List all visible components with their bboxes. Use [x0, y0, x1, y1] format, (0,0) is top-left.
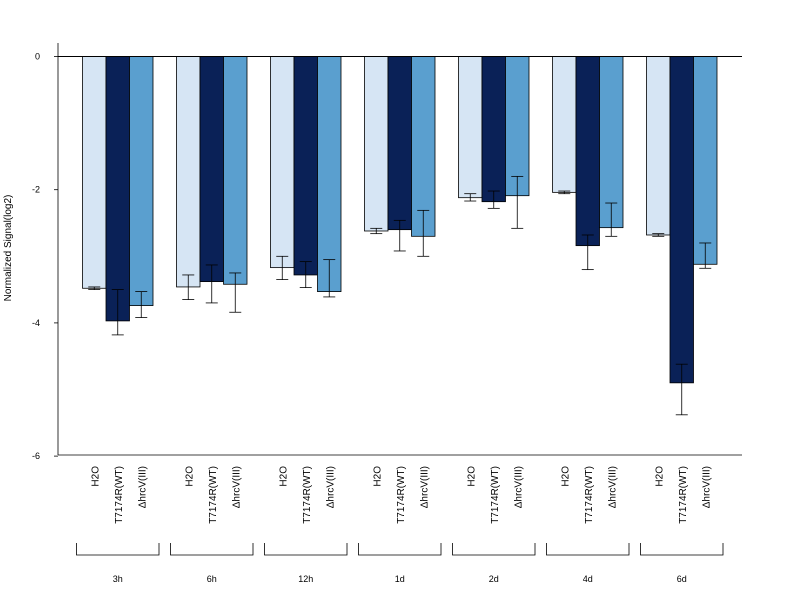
group-label-4d: 4d [583, 574, 593, 584]
category-label: ΔhrcV(III) [419, 466, 430, 508]
group-bracket-2d [452, 543, 536, 556]
error-bars [88, 175, 712, 416]
bar-6h-2 [223, 56, 248, 285]
category-labels: H2O T7174R(WT) ΔhrcV(III) H2O T7174R(WT) Δhrc… [90, 466, 712, 524]
bar-4d-2 [599, 56, 624, 229]
group-label-6d: 6d [677, 574, 687, 584]
bar-12h-0 [270, 56, 295, 269]
category-label: T7174R(WT) [490, 466, 501, 524]
y-axis-label: Normalized Signal(log2) [3, 195, 14, 302]
category-label: H2O [654, 466, 665, 487]
category-label: T7174R(WT) [302, 466, 313, 524]
bar-1d-1 [387, 56, 412, 231]
bar-3h-0 [82, 56, 107, 289]
category-label: ΔhrcV(III) [137, 466, 148, 508]
group-bracket-6d [640, 543, 724, 556]
y-tick-label: -2 [32, 185, 40, 195]
bar-1d-2 [411, 56, 436, 237]
category-label: H2O [560, 466, 571, 487]
bar-2d-0 [458, 56, 483, 199]
bar-3h-1 [105, 56, 130, 322]
category-label: T7174R(WT) [114, 466, 125, 524]
group-label-6h: 6h [207, 574, 217, 584]
group-brackets: 3h 6h 12h 1d 2d 4d 6d [76, 543, 724, 584]
group-label-3h: 3h [113, 574, 123, 584]
group-label-2d: 2d [489, 574, 499, 584]
group-bracket-1d [358, 543, 442, 556]
category-label: ΔhrcV(III) [513, 466, 524, 508]
y-tick-label: 0 [35, 52, 40, 62]
category-label: ΔhrcV(III) [701, 466, 712, 508]
bar-12h-1 [293, 56, 318, 276]
category-label: T7174R(WT) [208, 466, 219, 524]
bar-1d-0 [364, 56, 389, 232]
group-label-1d: 1d [395, 574, 405, 584]
bar-4d-0 [552, 56, 577, 193]
group-label-12h: 12h [298, 574, 313, 584]
category-label: H2O [466, 466, 477, 487]
bar-6d-1 [669, 56, 694, 384]
category-label: T7174R(WT) [396, 466, 407, 524]
category-label: H2O [372, 466, 383, 487]
bar-6d-2 [693, 56, 718, 265]
category-label: ΔhrcV(III) [325, 466, 336, 508]
category-label: ΔhrcV(III) [607, 466, 618, 508]
bar-6h-1 [199, 56, 224, 283]
y-axis-label-group: Normalized Signal(log2) [3, 195, 14, 302]
bar-6h-0 [176, 56, 201, 288]
y-tick-label: -4 [32, 318, 40, 328]
y-tick-label: -6 [32, 451, 40, 461]
category-label: T7174R(WT) [678, 466, 689, 524]
bar-2d-1 [481, 56, 506, 203]
bar-12h-2 [317, 56, 342, 292]
bar-2d-2 [505, 56, 530, 197]
group-bracket-6h [170, 543, 254, 556]
axes: 0 -2 -4 -6 [32, 43, 742, 461]
bars [82, 56, 718, 384]
group-bracket-12h [264, 543, 348, 556]
category-label: T7174R(WT) [584, 466, 595, 524]
category-label: ΔhrcV(III) [231, 466, 242, 508]
group-bracket-3h [76, 543, 160, 556]
category-label: H2O [184, 466, 195, 487]
bar-4d-1 [575, 56, 600, 247]
bar-3h-2 [129, 56, 154, 306]
category-label: H2O [90, 466, 101, 487]
bar-6d-0 [646, 56, 671, 236]
group-bracket-4d [546, 543, 630, 556]
category-label: H2O [278, 466, 289, 487]
